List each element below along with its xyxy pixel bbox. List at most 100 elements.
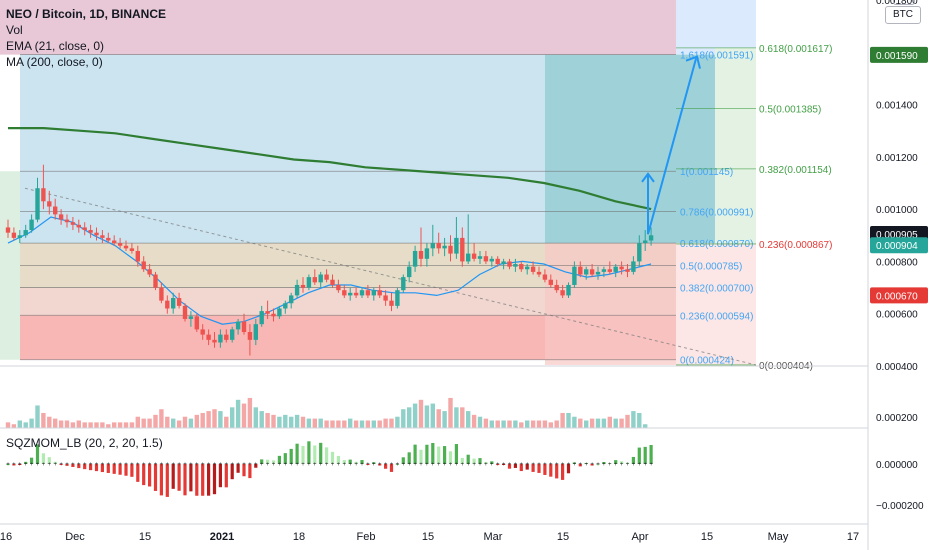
indicator-tick: −0.000200 <box>876 501 924 512</box>
fib-label: 1(0.001145) <box>680 167 733 178</box>
ma200-line <box>8 127 652 211</box>
volume-bar <box>289 416 294 428</box>
squeeze-dot: + <box>130 462 134 468</box>
momentum-bar <box>502 464 506 465</box>
volume-bar <box>560 412 565 428</box>
momentum-bar <box>153 464 158 491</box>
momentum-bar <box>472 458 476 464</box>
candle <box>23 224 28 238</box>
momentum-bar <box>307 441 311 464</box>
candle <box>283 300 288 314</box>
squeeze-dot: + <box>313 462 317 468</box>
candle-body <box>353 292 359 296</box>
legend-ma[interactable]: MA (200, close, 0) <box>6 55 103 69</box>
candle-body <box>330 279 335 285</box>
momentum-bar <box>419 449 423 464</box>
short-arrow-head <box>641 172 655 183</box>
momentum-bar <box>620 461 624 464</box>
volume-bar <box>17 420 22 428</box>
candle-body <box>100 235 105 238</box>
squeeze-dot: + <box>478 462 482 468</box>
candle-body <box>289 295 294 304</box>
squeeze-dot: + <box>643 462 647 468</box>
momentum-bar <box>201 464 205 496</box>
fib2-label: 0.382(0.001154) <box>759 165 832 176</box>
volume-bar <box>513 420 518 428</box>
candle-body <box>513 264 518 267</box>
volume-bar <box>141 418 146 428</box>
candle-body <box>294 284 300 296</box>
volume-bar <box>471 414 477 428</box>
candle <box>265 300 270 319</box>
long-arrow-head <box>685 55 701 69</box>
symbol-title[interactable]: NEO / Bitcoin, 1D, BINANCE <box>6 7 167 21</box>
candle-body <box>495 258 500 265</box>
indicator-label[interactable]: SQZMOM_LB (20, 2, 20, 1.5) <box>6 436 163 450</box>
squeeze-dot: + <box>124 462 128 468</box>
momentum-bar <box>625 462 630 464</box>
momentum-bar <box>443 446 447 464</box>
momentum-bar <box>531 464 535 472</box>
candle <box>418 227 424 267</box>
volume-bar <box>283 414 288 428</box>
volume-bar <box>643 424 648 428</box>
volume-bar <box>324 420 329 428</box>
candle-body <box>212 339 217 343</box>
squeeze-dot: + <box>626 462 630 468</box>
candle <box>64 214 70 228</box>
candle <box>560 284 565 299</box>
squeeze-dot: + <box>490 462 494 468</box>
price-tick: 0.001000 <box>876 205 918 216</box>
momentum-bar <box>561 464 565 480</box>
candle <box>460 227 465 267</box>
price-badge <box>870 46 928 63</box>
candle-body <box>147 269 152 275</box>
squeeze-dot: + <box>71 462 75 468</box>
volume-bar <box>477 416 483 428</box>
legend-vol[interactable]: Vol <box>6 23 23 37</box>
momentum-bar <box>53 461 57 464</box>
squeeze-dot: + <box>555 462 559 468</box>
momentum-bar <box>165 464 169 497</box>
candle <box>171 292 176 314</box>
squeeze-dot: + <box>413 462 417 468</box>
momentum-bar <box>537 464 541 473</box>
volume-bar <box>519 422 524 428</box>
squeeze-dot: + <box>12 462 16 468</box>
momentum-bar <box>631 456 635 464</box>
legend-ema[interactable]: EMA (21, close, 0) <box>6 39 105 53</box>
candle <box>94 227 99 241</box>
squeeze-dot: + <box>419 462 423 468</box>
time-tick: Apr <box>631 531 648 543</box>
candle-body <box>159 287 164 301</box>
candle-body <box>525 266 530 270</box>
momentum-bar <box>230 464 234 480</box>
volume-bar <box>11 424 17 428</box>
volume-bar <box>247 397 253 428</box>
candle-body <box>188 316 194 319</box>
time-tick: 15 <box>557 531 569 543</box>
candle <box>70 216 76 231</box>
momentum-bar <box>319 442 323 464</box>
candle <box>11 227 17 241</box>
candle-body <box>176 298 182 306</box>
currency-badge[interactable]: BTC <box>885 6 921 24</box>
axis-settings-icon[interactable] <box>893 0 915 5</box>
candle <box>153 271 158 291</box>
price-tick: 0.001800 <box>876 0 918 7</box>
momentum-bar <box>490 461 494 464</box>
momentum-bar <box>207 464 211 496</box>
squeeze-dot: + <box>284 462 288 468</box>
momentum-bar <box>649 444 653 464</box>
time-tick: 18 <box>293 531 305 543</box>
candle-body <box>501 261 506 265</box>
candle-body <box>584 269 589 275</box>
candle-body <box>507 261 512 267</box>
candle-body <box>35 188 40 220</box>
squeeze-dot: + <box>301 462 305 468</box>
volume-bar <box>525 420 530 428</box>
price-tick: 0.000200 <box>876 413 918 424</box>
price-badge <box>870 287 928 304</box>
